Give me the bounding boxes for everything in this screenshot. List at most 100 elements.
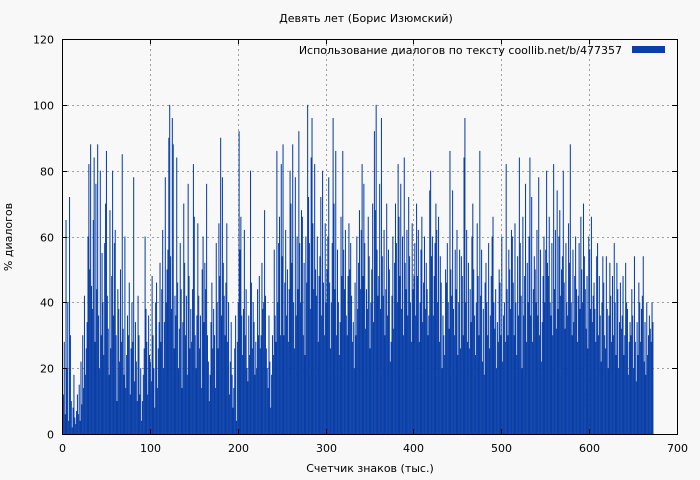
bar: [423, 236, 425, 434]
bar: [323, 335, 325, 434]
bar: [385, 289, 387, 434]
bar: [471, 236, 473, 434]
bar: [604, 335, 606, 434]
bar: [181, 387, 183, 434]
bar: [582, 203, 585, 434]
bar: [120, 341, 122, 434]
bar: [311, 118, 313, 434]
bar: [67, 302, 69, 434]
bar: [634, 341, 636, 434]
bar: [374, 210, 376, 434]
bar: [350, 243, 352, 434]
bar: [344, 289, 346, 434]
bar: [195, 368, 197, 434]
bar: [148, 315, 150, 434]
bar: [429, 190, 431, 434]
bar: [424, 308, 426, 434]
bar: [557, 308, 559, 434]
bar: [580, 216, 582, 434]
bar: [289, 170, 291, 435]
bar: [93, 157, 95, 434]
bar: [626, 302, 628, 434]
bar: [302, 335, 304, 434]
bar: [504, 341, 506, 434]
bar: [154, 407, 156, 434]
bar: [338, 355, 340, 434]
bar: [147, 394, 149, 434]
bar: [607, 368, 609, 434]
bar: [387, 249, 389, 434]
bar: [62, 394, 64, 434]
bar: [215, 243, 217, 434]
bar: [295, 315, 297, 434]
bar: [592, 295, 594, 434]
bar: [533, 256, 535, 434]
bar: [286, 269, 288, 434]
bar: [236, 341, 238, 434]
bar: [639, 302, 641, 434]
bar: [611, 276, 614, 434]
bar: [411, 223, 413, 434]
bar: [606, 308, 608, 434]
bar: [512, 282, 514, 434]
bar: [106, 295, 108, 434]
bar: [395, 243, 397, 434]
x-axis-ticks: 0 100 200 300 400 500 600 700: [59, 39, 688, 455]
bar: [414, 243, 416, 434]
x-tick-label: 500: [491, 442, 512, 455]
bar: [199, 315, 201, 434]
bar: [470, 322, 472, 434]
bar: [548, 216, 550, 434]
bar: [531, 197, 533, 434]
bar: [332, 118, 334, 434]
bar: [185, 295, 187, 434]
bar: [526, 262, 528, 434]
y-tick-label: 120: [33, 34, 54, 47]
bar: [242, 355, 244, 434]
bar: [172, 144, 174, 434]
bar: [650, 341, 652, 434]
bar: [488, 348, 491, 434]
bar: [223, 295, 225, 434]
bar: [368, 256, 370, 434]
bar: [196, 315, 198, 434]
bar: [601, 302, 603, 434]
bar: [612, 335, 614, 434]
bar: [564, 328, 566, 434]
bar: [312, 223, 314, 434]
bar: [578, 243, 580, 434]
bar: [257, 335, 259, 434]
bar: [596, 256, 598, 434]
bar: [108, 374, 110, 434]
bar: [141, 401, 143, 434]
bar: [130, 348, 132, 434]
bar: [300, 302, 302, 434]
bar: [187, 183, 189, 434]
bar: [356, 236, 358, 434]
bar: [173, 348, 175, 434]
bar: [443, 335, 445, 434]
x-axis-label: Счетчик знаков (тыс.): [306, 462, 434, 475]
bar: [251, 348, 253, 434]
bar: [648, 335, 650, 434]
bar: [197, 223, 199, 434]
bar: [148, 355, 151, 434]
bar: [542, 276, 544, 434]
bar: [624, 335, 626, 434]
bar: [86, 322, 88, 434]
bar: [134, 322, 136, 434]
bar: [431, 256, 433, 434]
bar: [617, 289, 619, 434]
bar: [408, 197, 410, 434]
bar: [124, 236, 126, 434]
bar: [409, 256, 411, 434]
bar: [560, 295, 562, 434]
bar: [151, 276, 153, 434]
bar: [119, 269, 122, 434]
bar: [629, 322, 631, 434]
bar: [107, 328, 109, 434]
y-tick-label: 20: [40, 363, 54, 376]
bar: [299, 243, 301, 434]
bar: [589, 249, 591, 434]
bar: [434, 243, 436, 434]
